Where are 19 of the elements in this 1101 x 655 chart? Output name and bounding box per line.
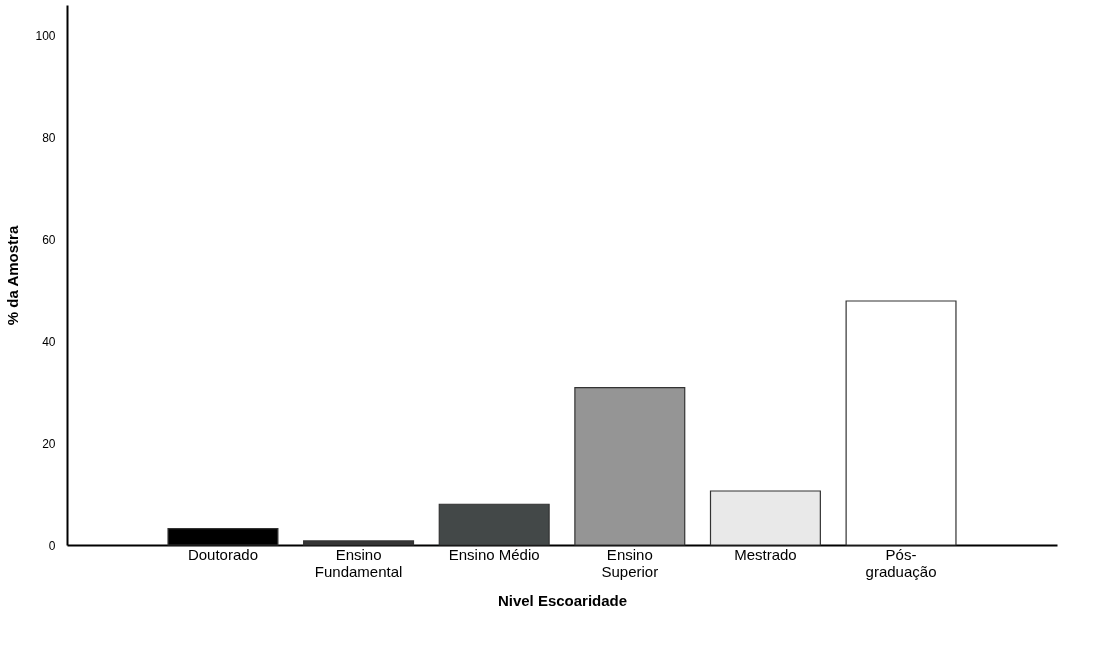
bar bbox=[303, 540, 415, 546]
y-tick-label: 100 bbox=[35, 29, 56, 44]
x-tick-label: Mestrado bbox=[734, 545, 797, 563]
x-axis-title: Nivel Escoaridade bbox=[497, 591, 628, 609]
y-axis-title: % da Amostra bbox=[4, 225, 22, 326]
y-tick-label: 40 bbox=[42, 334, 56, 349]
y-tick-label: 80 bbox=[42, 130, 56, 145]
bar bbox=[574, 386, 686, 546]
y-tick-label: 60 bbox=[42, 232, 56, 247]
x-tick-label: Doutorado bbox=[187, 545, 258, 563]
x-tick-label: Ensino Superior bbox=[601, 545, 659, 580]
bar bbox=[438, 503, 550, 546]
y-tick-label: 0 bbox=[48, 538, 56, 553]
y-tick-label: 20 bbox=[42, 436, 56, 451]
x-tick-label: Ensino Médio bbox=[448, 545, 540, 563]
x-tick-label: Pós-graduação bbox=[865, 545, 937, 580]
bar bbox=[709, 490, 821, 546]
x-tick-label: Ensino Fundamental bbox=[314, 545, 403, 580]
bar bbox=[845, 300, 957, 546]
